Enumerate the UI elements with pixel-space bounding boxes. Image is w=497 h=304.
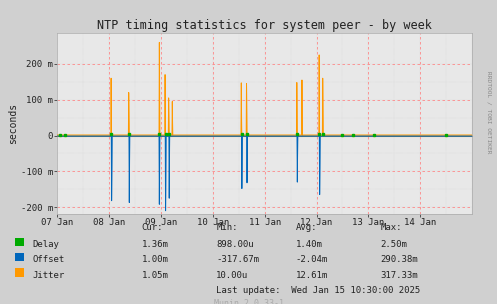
- Text: Min:: Min:: [216, 223, 238, 233]
- Text: 290.38m: 290.38m: [380, 255, 418, 264]
- Text: 1.36m: 1.36m: [142, 240, 168, 249]
- Text: 1.40m: 1.40m: [296, 240, 323, 249]
- Text: Last update:  Wed Jan 15 10:30:00 2025: Last update: Wed Jan 15 10:30:00 2025: [216, 286, 420, 295]
- Text: Munin 2.0.33-1: Munin 2.0.33-1: [214, 299, 283, 304]
- Text: 1.00m: 1.00m: [142, 255, 168, 264]
- Text: Delay: Delay: [32, 240, 59, 249]
- Text: -2.04m: -2.04m: [296, 255, 328, 264]
- Title: NTP timing statistics for system peer - by week: NTP timing statistics for system peer - …: [97, 19, 432, 32]
- Text: 2.50m: 2.50m: [380, 240, 407, 249]
- Text: Avg:: Avg:: [296, 223, 317, 233]
- Text: 12.61m: 12.61m: [296, 271, 328, 280]
- Text: Cur:: Cur:: [142, 223, 163, 233]
- Y-axis label: seconds: seconds: [8, 103, 18, 144]
- Text: -317.67m: -317.67m: [216, 255, 259, 264]
- Text: 10.00u: 10.00u: [216, 271, 248, 280]
- Text: RRDTOOL / TOBI OETIKER: RRDTOOL / TOBI OETIKER: [486, 71, 491, 154]
- Text: 898.00u: 898.00u: [216, 240, 254, 249]
- Text: Jitter: Jitter: [32, 271, 65, 280]
- Text: 1.05m: 1.05m: [142, 271, 168, 280]
- Text: 317.33m: 317.33m: [380, 271, 418, 280]
- Text: Offset: Offset: [32, 255, 65, 264]
- Text: Max:: Max:: [380, 223, 402, 233]
